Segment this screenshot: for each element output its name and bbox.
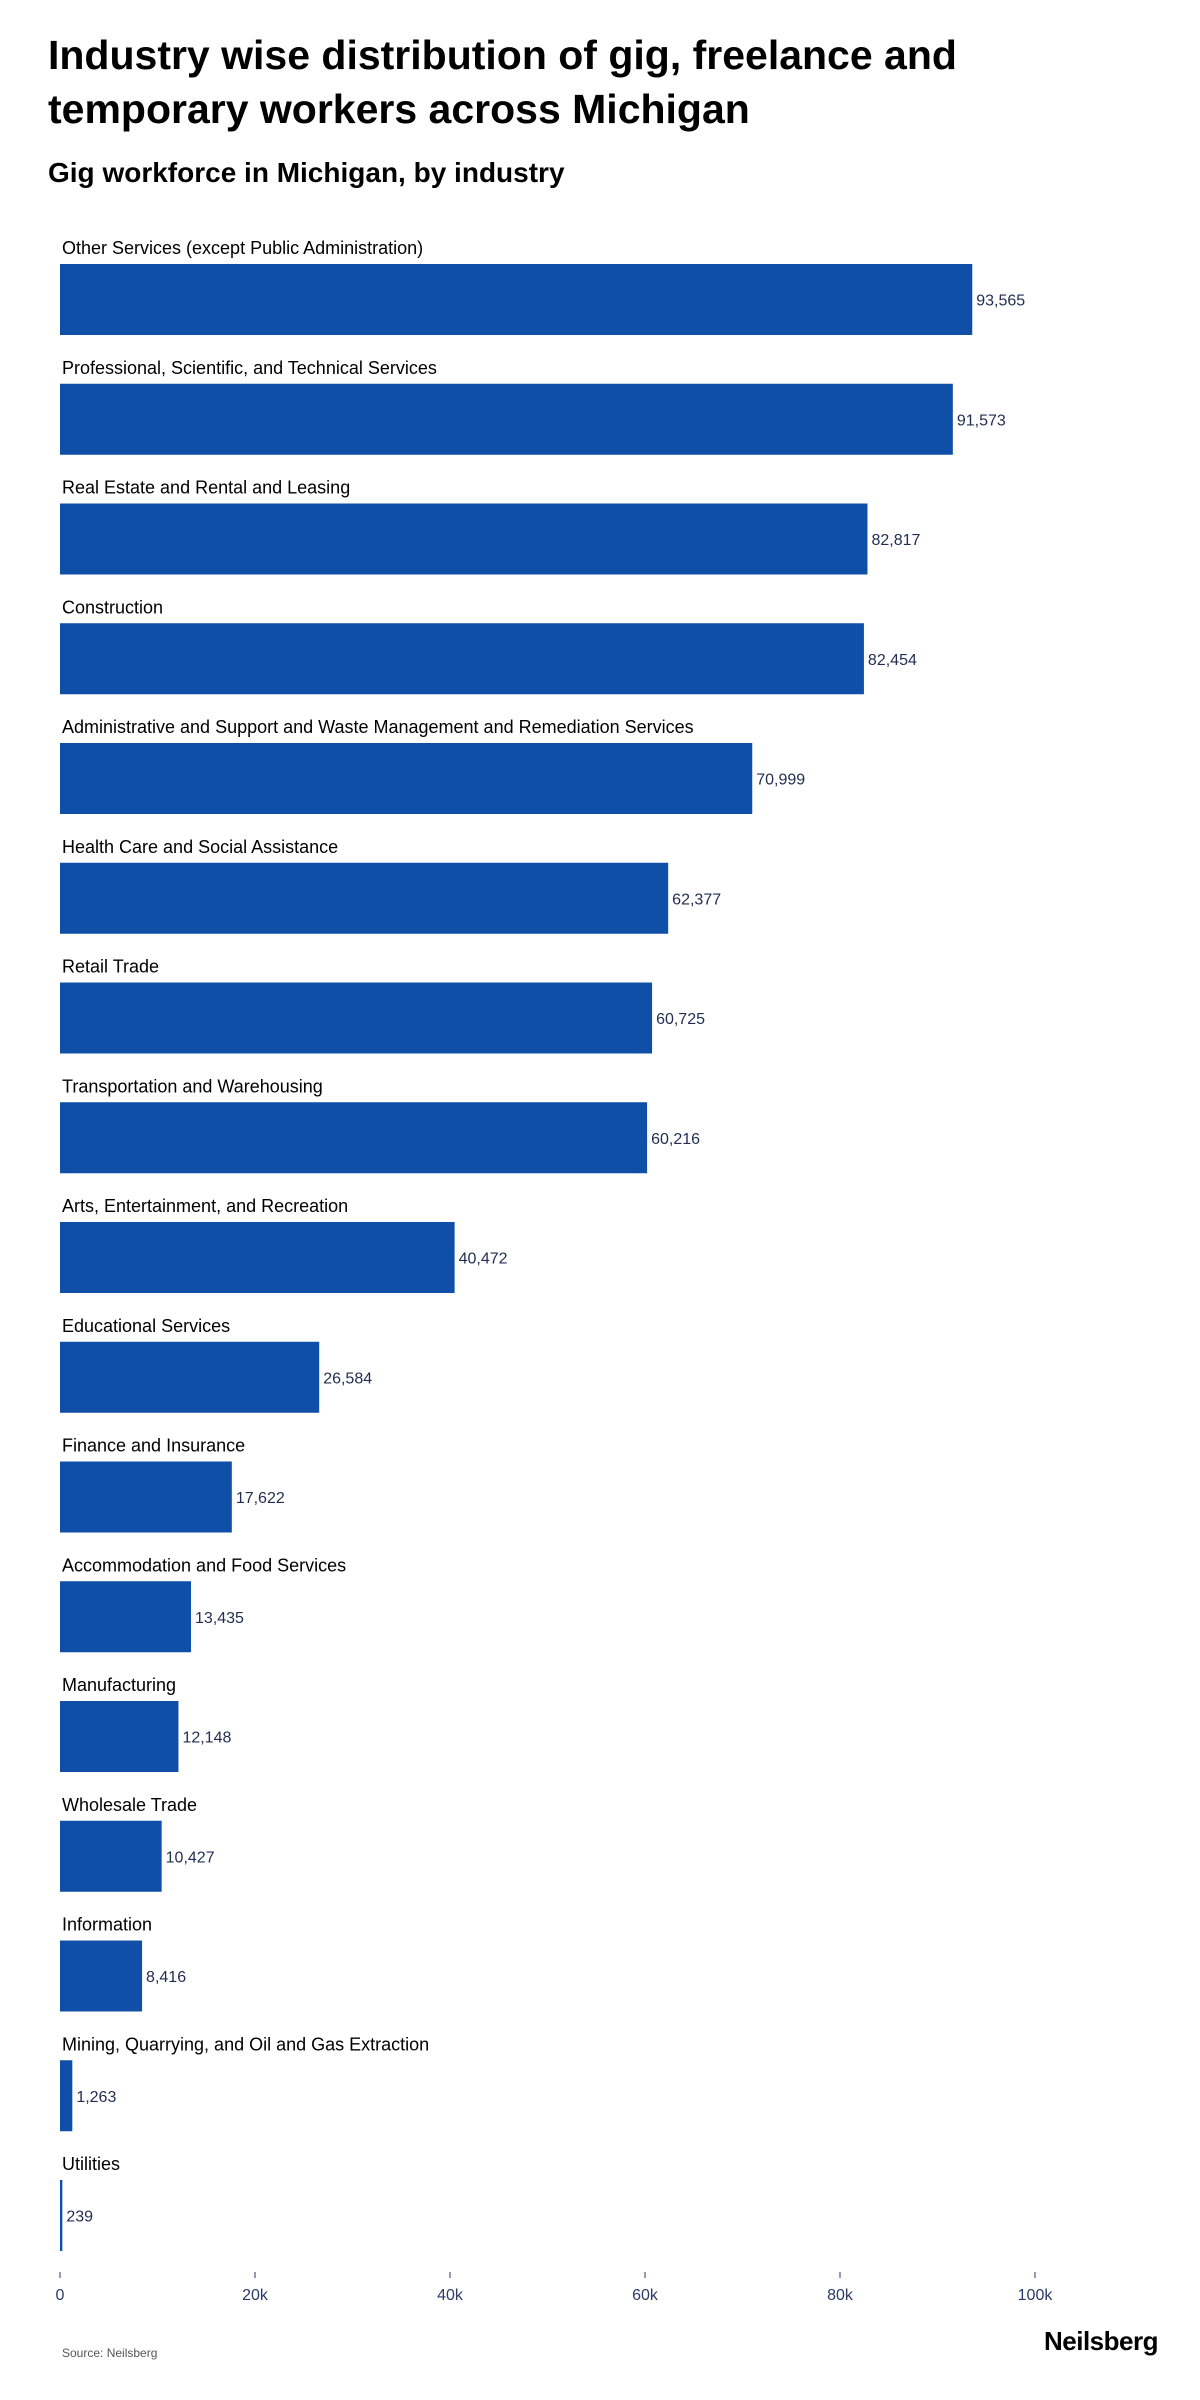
value-label: 12,148 [182, 1730, 231, 1747]
category-label: Mining, Quarrying, and Oil and Gas Extra… [62, 2034, 429, 2054]
value-label: 62,377 [672, 891, 721, 908]
value-label: 70,999 [756, 772, 805, 789]
x-tick-label: 60k [632, 2287, 659, 2304]
value-label: 26,584 [323, 1370, 372, 1387]
value-label: 10,427 [166, 1849, 215, 1866]
category-label: Professional, Scientific, and Technical … [62, 358, 437, 378]
value-label: 91,573 [957, 412, 1006, 429]
value-label: 1,263 [76, 2089, 116, 2106]
bar [60, 1341, 320, 1413]
brand-logo: Neilsberg [1044, 2326, 1159, 2356]
category-label: Information [62, 1915, 152, 1935]
category-label: Administrative and Support and Waste Man… [62, 717, 694, 737]
value-label: 13,435 [195, 1610, 244, 1627]
x-tick-label: 100k [1018, 2287, 1054, 2304]
category-label: Other Services (except Public Administra… [62, 238, 423, 258]
category-label: Utilities [62, 2154, 120, 2174]
bar [60, 1222, 455, 1293]
chart-title: Industry wise distribution of gig, freel… [48, 32, 957, 132]
bar [60, 1102, 648, 1174]
category-label: Arts, Entertainment, and Recreation [62, 1196, 348, 1216]
category-label: Real Estate and Rental and Leasing [62, 478, 350, 498]
value-label: 239 [66, 2209, 93, 2226]
value-label: 40,472 [459, 1251, 508, 1268]
bar [60, 1701, 179, 1772]
bar [60, 264, 973, 335]
value-label: 60,216 [651, 1131, 700, 1148]
category-label: Manufacturing [62, 1675, 176, 1695]
bar [60, 1820, 162, 1892]
source-note: Source: Neilsberg [62, 2346, 158, 2360]
bar [60, 503, 868, 575]
x-tick-label: 20k [242, 2287, 269, 2304]
bar [60, 982, 653, 1054]
category-label: Educational Services [62, 1316, 230, 1336]
category-label: Finance and Insurance [62, 1436, 245, 1456]
category-label: Construction [62, 597, 163, 617]
bar [60, 623, 864, 695]
value-label: 60,725 [656, 1011, 705, 1028]
bar [60, 743, 753, 814]
category-label: Wholesale Trade [62, 1795, 197, 1815]
value-label: 82,454 [868, 652, 917, 669]
bar [60, 1940, 143, 2012]
chart-subtitle: Gig workforce in Michigan, by industry [48, 157, 565, 188]
value-label: 82,817 [871, 532, 920, 549]
value-label: 93,565 [976, 293, 1025, 310]
bar [60, 862, 669, 934]
category-label: Retail Trade [62, 957, 159, 977]
x-tick-label: 40k [437, 2287, 464, 2304]
bar [60, 383, 953, 455]
value-label: 8,416 [146, 1969, 186, 1986]
bar [60, 1581, 191, 1653]
x-tick-label: 80k [827, 2287, 854, 2304]
category-label: Accommodation and Food Services [62, 1555, 346, 1575]
value-label: 17,622 [236, 1490, 285, 1507]
bar [60, 2180, 63, 2251]
bar [60, 1461, 232, 1533]
category-label: Transportation and Warehousing [62, 1076, 323, 1096]
category-label: Health Care and Social Assistance [62, 837, 338, 857]
x-tick-label: 0 [56, 2287, 65, 2304]
bar [60, 2060, 73, 2132]
